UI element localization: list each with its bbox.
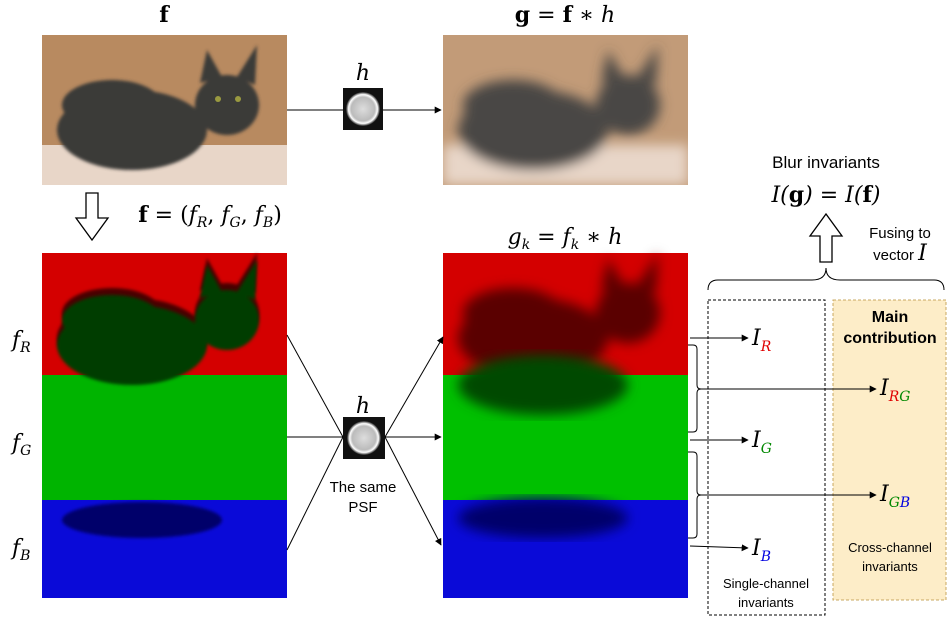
sym: R — [760, 339, 772, 355]
sym: ∗ — [579, 225, 608, 250]
sym: B — [262, 215, 273, 231]
psf-label: h — [356, 61, 370, 86]
brace — [708, 268, 944, 290]
sym: k — [571, 237, 579, 253]
sym: = ( — [148, 203, 189, 228]
psf-caption: The same — [330, 479, 397, 496]
i-g: IG — [751, 428, 772, 457]
down-arrow — [76, 193, 108, 240]
psf-caption: PSF — [348, 499, 377, 516]
f-r: fR — [10, 328, 31, 356]
sym: h — [601, 3, 615, 28]
sym: B — [899, 495, 910, 511]
f-label: f — [159, 2, 170, 28]
f-rgb-equation: f = (fR, fG, fB) — [138, 202, 282, 231]
sym: G — [889, 495, 900, 511]
sym: ) — [871, 183, 881, 208]
diagram: f g = f ∗ h h f = (fR, fG, fB) fR fG fB … — [0, 0, 948, 621]
fusing-text: vector I — [873, 241, 928, 266]
g-equation: g = f ∗ h — [515, 2, 615, 28]
sym: vector — [873, 247, 918, 264]
sym: I — [917, 241, 928, 266]
sym: , — [241, 203, 255, 228]
cross-caption: Cross-channel — [848, 540, 932, 555]
main-text: contribution — [843, 330, 936, 347]
sym: I( — [770, 183, 789, 208]
sym: R — [19, 340, 31, 356]
psf-label: h — [356, 394, 370, 419]
invariants-title: Blur invariants — [772, 153, 880, 172]
single-caption: Single-channel — [723, 576, 809, 591]
psf-disc — [347, 421, 381, 455]
up-arrow — [810, 214, 842, 262]
sym: G — [899, 389, 910, 405]
psf-disc — [346, 92, 380, 126]
main-text: Main — [872, 309, 908, 326]
sym: ) — [273, 203, 282, 228]
original-image — [42, 35, 287, 185]
i-r: IR — [751, 326, 772, 355]
f-g: fG — [10, 431, 31, 459]
sym: R — [888, 389, 900, 405]
sym: g — [508, 225, 522, 250]
sym: , — [207, 203, 221, 228]
sym: B — [19, 548, 30, 564]
sym: = — [530, 3, 562, 28]
f-b: fB — [10, 536, 30, 564]
blurred-image — [443, 35, 688, 185]
gk-equation: gk = fk ∗ h — [508, 225, 623, 253]
channel-labels: fR fG fB — [10, 328, 31, 564]
sym: B — [760, 549, 771, 565]
sym: G — [761, 441, 772, 457]
sym: ∗ — [572, 3, 601, 28]
sym: k — [522, 237, 530, 253]
sym: ) = I( — [803, 183, 863, 208]
sym: G — [20, 443, 31, 459]
sym: g — [789, 182, 804, 208]
sym: h — [608, 225, 622, 250]
i-b: IB — [751, 536, 771, 565]
sym: G — [230, 215, 241, 231]
sym: = — [530, 225, 562, 250]
cross-caption: invariants — [862, 559, 918, 574]
sym: g — [515, 2, 530, 28]
sym: R — [196, 215, 208, 231]
fusing-text: Fusing to — [869, 225, 931, 242]
single-caption: invariants — [738, 595, 794, 610]
invariance-equation: I(g) = I(f) — [770, 182, 880, 208]
